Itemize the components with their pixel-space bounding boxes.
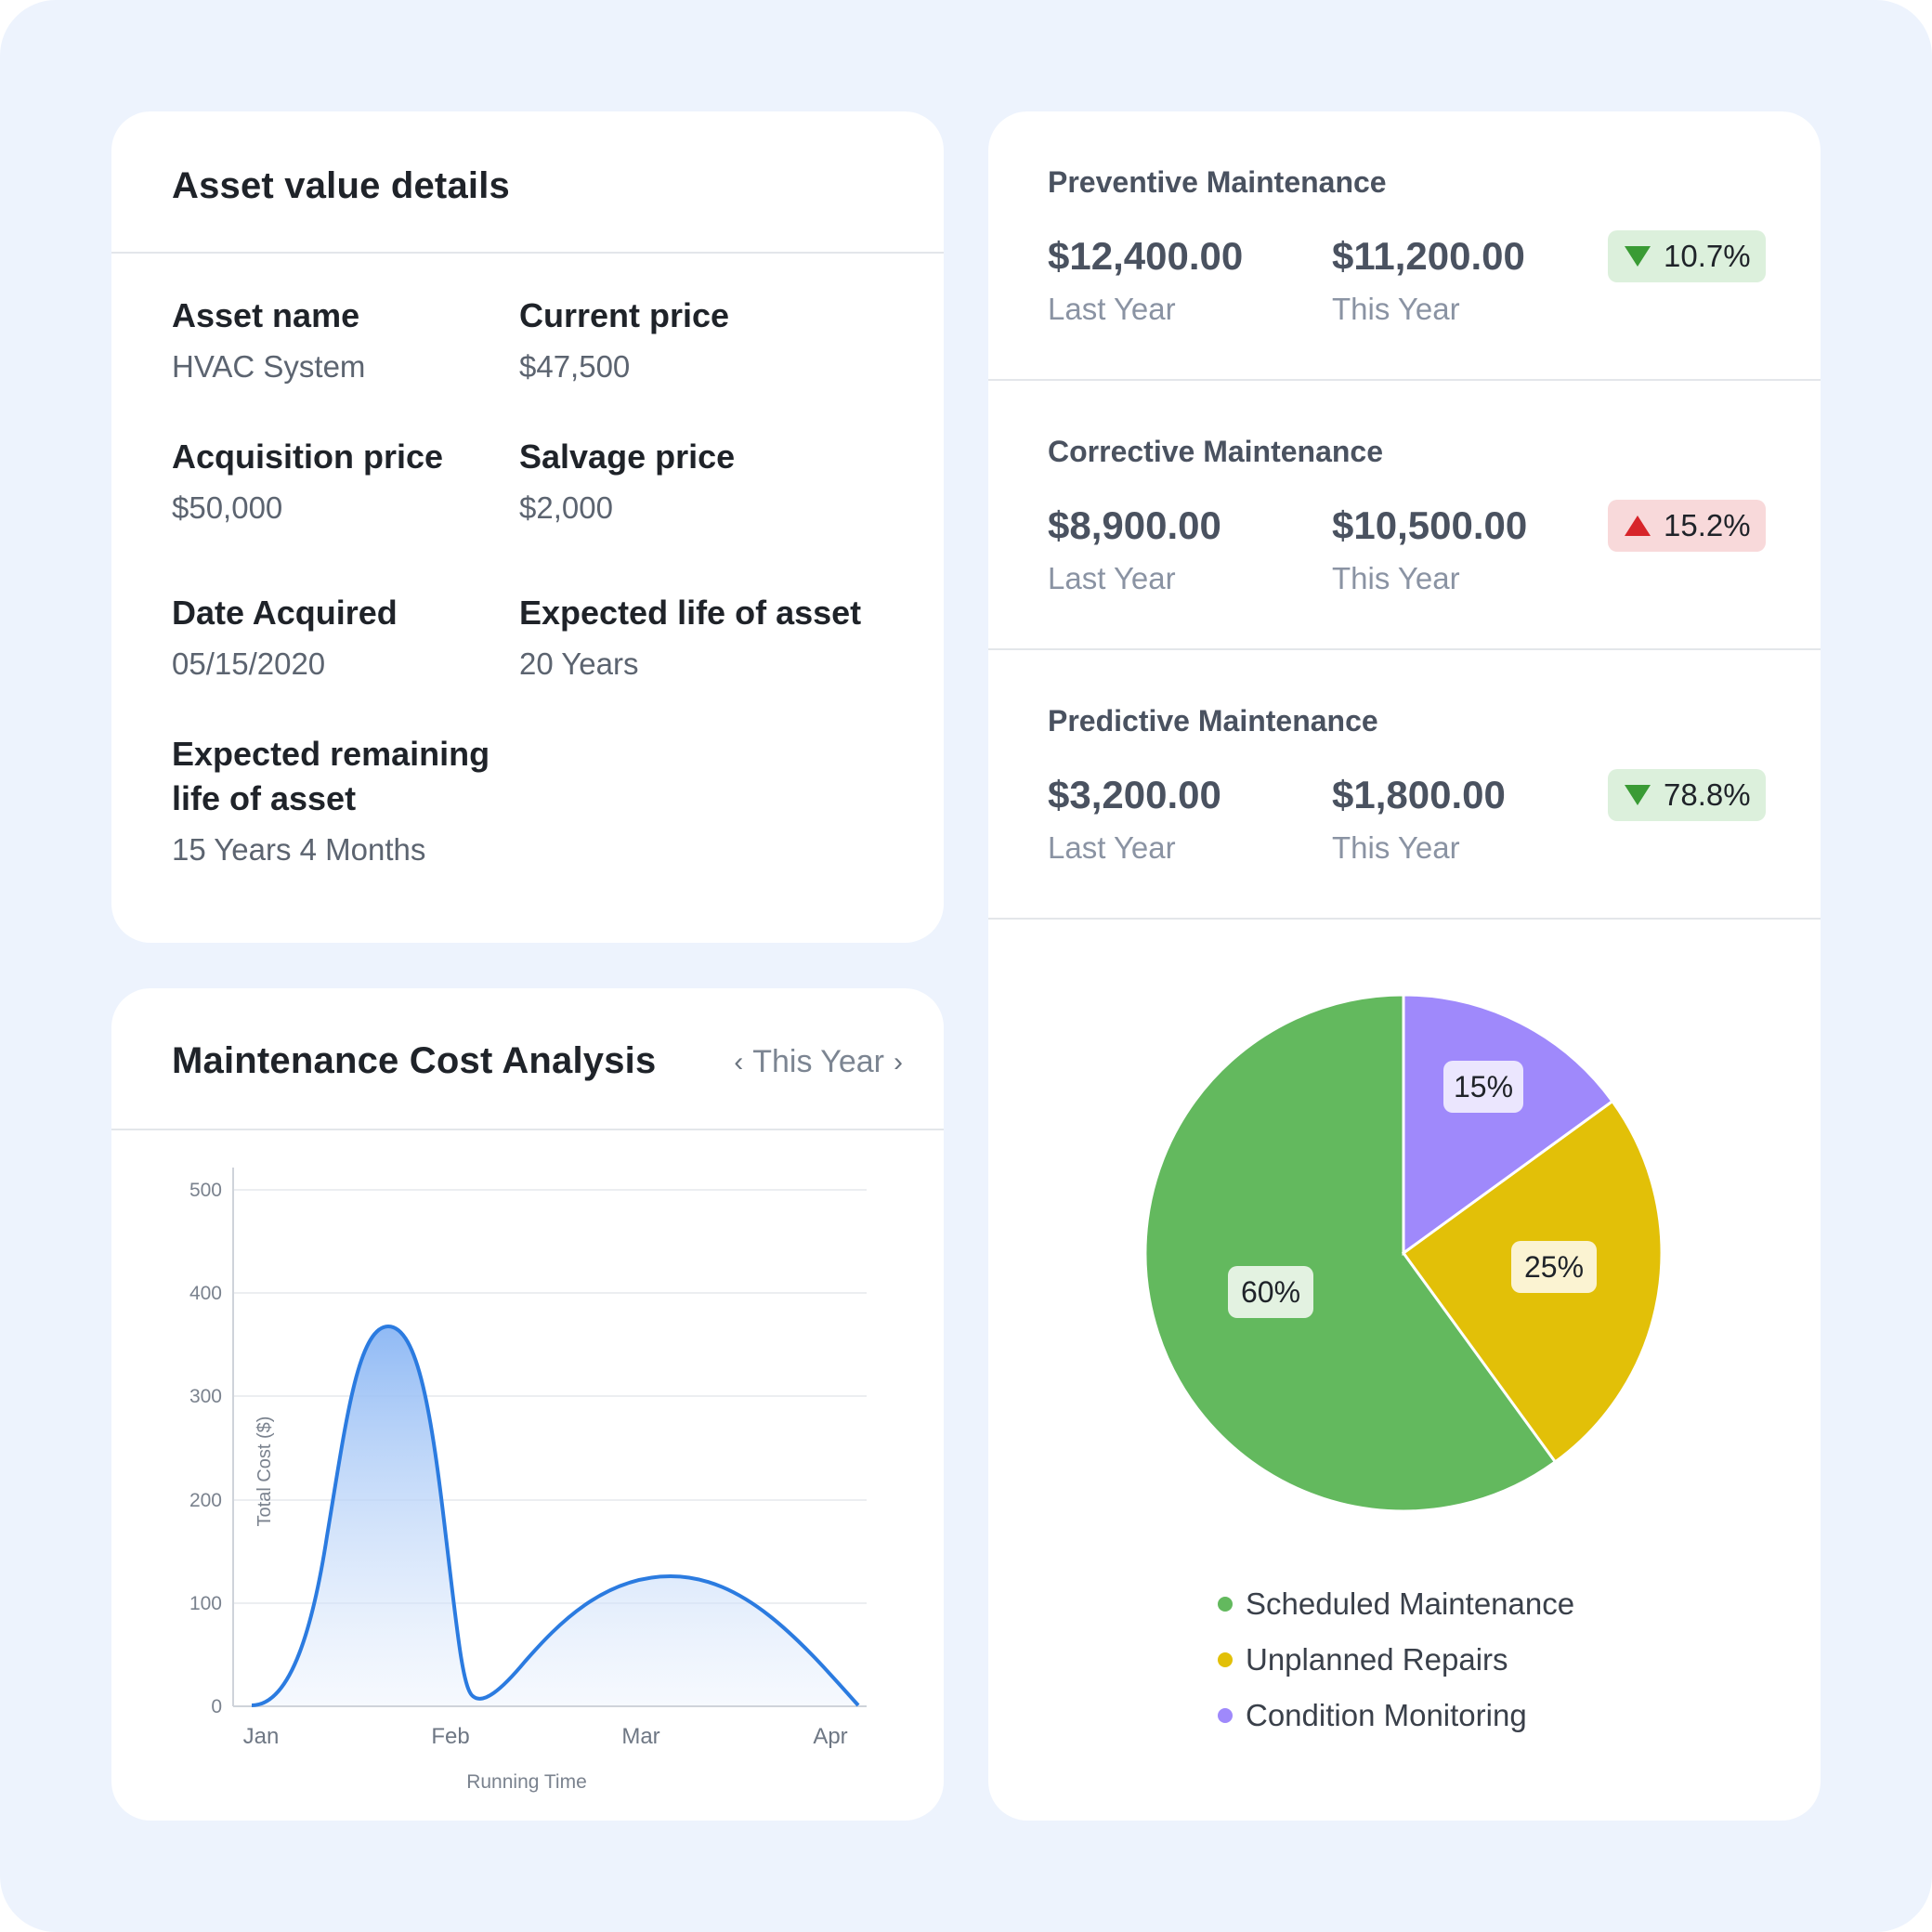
change-badge: 78.8% bbox=[1608, 769, 1766, 821]
pie-slice-condition[interactable] bbox=[1402, 993, 1614, 1256]
asset-card-title: Asset value details bbox=[172, 165, 510, 206]
chevron-left-icon[interactable]: ‹ bbox=[734, 1046, 744, 1077]
section-title: Corrective Maintenance bbox=[1048, 435, 1384, 468]
legend-label: Scheduled Maintenance bbox=[1246, 1586, 1575, 1621]
legend-label: Unplanned Repairs bbox=[1246, 1642, 1508, 1677]
field-asset-name: Asset name HVAC System bbox=[172, 294, 365, 387]
change-value: 78.8% bbox=[1664, 777, 1751, 812]
green-dot-icon bbox=[1218, 1597, 1233, 1612]
area-fill bbox=[252, 1326, 858, 1705]
field-expected-life: Expected life of asset 20 Years bbox=[519, 591, 861, 685]
field-label-line2: life of asset bbox=[172, 779, 357, 817]
field-label-line1: Expected remaining bbox=[172, 735, 490, 773]
field-label: Expected life of asset bbox=[519, 594, 862, 632]
maintenance-summary-card: Preventive Maintenance $12,400.00 Last Y… bbox=[988, 111, 1821, 1821]
legend-item-condition[interactable]: Condition Monitoring bbox=[1218, 1688, 1574, 1743]
asset-value-details-card: Asset value details Asset name HVAC Syst… bbox=[111, 111, 944, 943]
y-tick-500: 500 bbox=[189, 1180, 222, 1201]
y-tick-100: 100 bbox=[189, 1593, 222, 1614]
y-tick-400: 400 bbox=[189, 1283, 222, 1304]
field-value: $2,000 bbox=[519, 490, 613, 525]
change-value: 10.7% bbox=[1664, 239, 1751, 273]
cost-area-chart: 500 400 300 200 100 0 Total Cost ($) Jan… bbox=[189, 1168, 867, 1793]
field-value: $47,500 bbox=[519, 349, 631, 384]
last-year-amount: $3,200.00 bbox=[1048, 773, 1221, 816]
field-label: Current price bbox=[519, 296, 730, 334]
field-label: Asset name bbox=[172, 296, 360, 334]
field-date-acquired: Date Acquired 05/15/2020 bbox=[172, 591, 398, 685]
legend-item-unplanned[interactable]: Unplanned Repairs bbox=[1218, 1632, 1574, 1688]
arrow-down-icon bbox=[1625, 246, 1651, 267]
this-year-amount: $10,500.00 bbox=[1332, 503, 1528, 547]
field-value: $50,000 bbox=[172, 490, 283, 525]
x-tick-jan: Jan bbox=[243, 1724, 280, 1749]
last-year-amount: $12,400.00 bbox=[1048, 234, 1244, 278]
field-current-price: Current price $47,500 bbox=[519, 294, 729, 387]
field-label: Acquisition price bbox=[172, 437, 444, 476]
pie-legend: Scheduled Maintenance Unplanned Repairs … bbox=[1218, 1576, 1574, 1743]
field-expected-remaining-life: Expected remaining life of asset 15 Year… bbox=[172, 732, 490, 870]
x-tick-apr: Apr bbox=[813, 1724, 847, 1749]
this-year-amount: $1,800.00 bbox=[1332, 773, 1506, 816]
y-tick-0: 0 bbox=[211, 1696, 222, 1717]
pie-label-condition: 15% bbox=[1454, 1070, 1513, 1103]
field-value: 15 Years 4 Months bbox=[172, 832, 426, 867]
arrow-down-icon bbox=[1625, 785, 1651, 805]
section-title: Predictive Maintenance bbox=[1048, 704, 1378, 738]
purple-dot-icon bbox=[1218, 1708, 1233, 1723]
pie-label-bg-unplanned bbox=[1511, 1241, 1597, 1293]
y-tick-200: 200 bbox=[189, 1490, 222, 1511]
maintenance-type-pie-chart: 15% 25% 60% bbox=[1143, 993, 1664, 1513]
y-tick-300: 300 bbox=[189, 1386, 222, 1407]
period-label: This Year bbox=[752, 1044, 884, 1079]
asset-card-header: Asset value details bbox=[111, 111, 944, 254]
field-value: HVAC System bbox=[172, 349, 366, 384]
this-year-label: This Year bbox=[1332, 561, 1460, 595]
x-tick-mar: Mar bbox=[621, 1724, 659, 1749]
last-year-label: Last Year bbox=[1048, 830, 1176, 865]
cost-card-header: Maintenance Cost Analysis ‹ This Year › bbox=[111, 988, 944, 1130]
legend-item-scheduled[interactable]: Scheduled Maintenance bbox=[1218, 1576, 1574, 1632]
cost-card-title: Maintenance Cost Analysis bbox=[172, 1040, 657, 1081]
section-title: Preventive Maintenance bbox=[1048, 165, 1387, 199]
cost-line bbox=[251, 1324, 860, 1707]
y-axis-label: Total Cost ($) bbox=[255, 1416, 275, 1527]
pie-label-scheduled: 60% bbox=[1241, 1275, 1300, 1309]
field-label: Date Acquired bbox=[172, 594, 398, 632]
pie-label-unplanned: 25% bbox=[1524, 1250, 1584, 1284]
this-year-amount: $11,200.00 bbox=[1332, 234, 1525, 278]
field-acquisition-price: Acquisition price $50,000 bbox=[172, 435, 443, 529]
chevron-right-icon[interactable]: › bbox=[894, 1046, 903, 1077]
y-tick-labels: 500 400 300 200 100 0 bbox=[189, 1180, 222, 1717]
corrective-maintenance-section: Corrective Maintenance $8,900.00 Last Ye… bbox=[988, 381, 1821, 650]
last-year-label: Last Year bbox=[1048, 292, 1176, 326]
field-value: 05/15/2020 bbox=[172, 646, 326, 681]
maintenance-cost-analysis-card: Maintenance Cost Analysis ‹ This Year › … bbox=[111, 988, 944, 1821]
yellow-dot-icon bbox=[1218, 1652, 1233, 1667]
arrow-up-icon bbox=[1625, 516, 1651, 536]
field-salvage-price: Salvage price $2,000 bbox=[519, 435, 735, 529]
last-year-amount: $8,900.00 bbox=[1048, 503, 1221, 547]
change-badge: 15.2% bbox=[1608, 500, 1766, 552]
x-axis-label: Running Time bbox=[466, 1771, 587, 1793]
pie-label-bg-scheduled bbox=[1228, 1266, 1313, 1318]
pie-label-bg-condition bbox=[1443, 1061, 1523, 1113]
change-value: 15.2% bbox=[1664, 508, 1751, 542]
field-value: 20 Years bbox=[519, 646, 639, 681]
change-badge: 10.7% bbox=[1608, 230, 1766, 282]
legend-label: Condition Monitoring bbox=[1246, 1698, 1527, 1732]
this-year-label: This Year bbox=[1332, 830, 1460, 865]
this-year-label: This Year bbox=[1332, 292, 1460, 326]
pie-slice-scheduled[interactable] bbox=[1143, 993, 1558, 1513]
predictive-maintenance-section: Predictive Maintenance $3,200.00 Last Ye… bbox=[988, 650, 1821, 920]
preventive-maintenance-section: Preventive Maintenance $12,400.00 Last Y… bbox=[988, 111, 1821, 381]
field-label: Salvage price bbox=[519, 437, 736, 476]
last-year-label: Last Year bbox=[1048, 561, 1176, 595]
period-selector[interactable]: ‹ This Year › bbox=[734, 1044, 903, 1080]
x-tick-labels: Jan Feb Mar Apr bbox=[243, 1724, 848, 1749]
x-tick-feb: Feb bbox=[431, 1724, 469, 1749]
